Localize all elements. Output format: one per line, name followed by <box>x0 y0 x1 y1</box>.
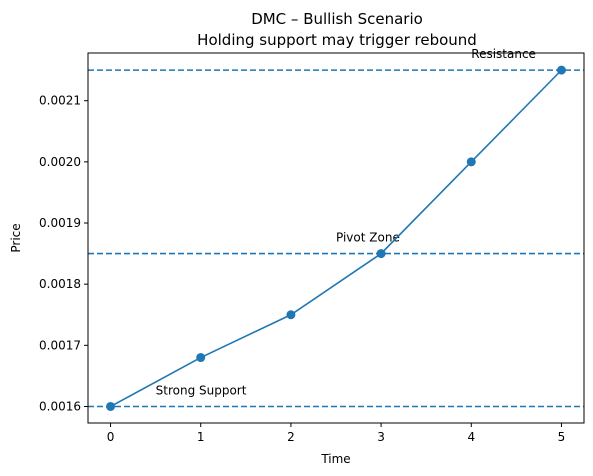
data-point-1 <box>196 353 206 363</box>
x-tick-label-1: 1 <box>197 430 205 444</box>
y-axis-ticks: 0.0016 0.0017 0.0018 0.0019 0.0020 0.0021 <box>39 94 88 413</box>
data-point-3 <box>376 249 386 259</box>
y-tick-label-4: 0.0020 <box>39 155 81 169</box>
data-point-0 <box>106 401 116 411</box>
data-point-2 <box>286 310 296 320</box>
y-tick-label-1: 0.0017 <box>39 338 81 352</box>
data-point-5 <box>556 65 566 75</box>
annotation-2: Resistance <box>471 47 536 61</box>
series-line-0 <box>110 69 563 408</box>
x-tick-label-5: 5 <box>558 430 566 444</box>
y-axis-label: Price <box>9 223 23 252</box>
x-tick-label-2: 2 <box>287 430 295 444</box>
x-tick-label-4: 4 <box>467 430 475 444</box>
plot-frame <box>87 52 585 424</box>
chart-title: DMC – Bullish Scenario <box>251 10 423 28</box>
chart-subtitle: Holding support may trigger rebound <box>197 31 477 49</box>
reference-lines: Strong Support Pivot Zone Resistance <box>88 47 584 408</box>
annotation-1: Pivot Zone <box>336 231 400 245</box>
y-tick-label-2: 0.0018 <box>39 277 81 291</box>
y-tick-label-0: 0.0016 <box>39 399 81 413</box>
x-tick-label-3: 3 <box>377 430 385 444</box>
x-axis-ticks: 0 1 2 3 4 5 <box>107 423 566 444</box>
x-axis-label: Time <box>320 452 350 466</box>
y-tick-label-3: 0.0019 <box>39 216 81 230</box>
x-tick-label-0: 0 <box>107 430 115 444</box>
series <box>106 65 566 411</box>
annotation-0: Strong Support <box>156 383 247 397</box>
data-point-4 <box>466 157 476 167</box>
y-tick-label-5: 0.0021 <box>39 94 81 108</box>
